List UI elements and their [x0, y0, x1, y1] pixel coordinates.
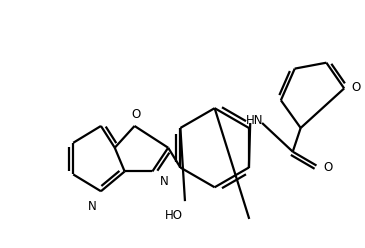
Text: N: N	[88, 200, 97, 213]
Text: O: O	[131, 108, 140, 121]
Text: O: O	[351, 81, 360, 94]
Text: O: O	[323, 161, 333, 174]
Text: N: N	[160, 175, 169, 188]
Text: HN: HN	[245, 114, 263, 126]
Text: HO: HO	[165, 209, 183, 222]
